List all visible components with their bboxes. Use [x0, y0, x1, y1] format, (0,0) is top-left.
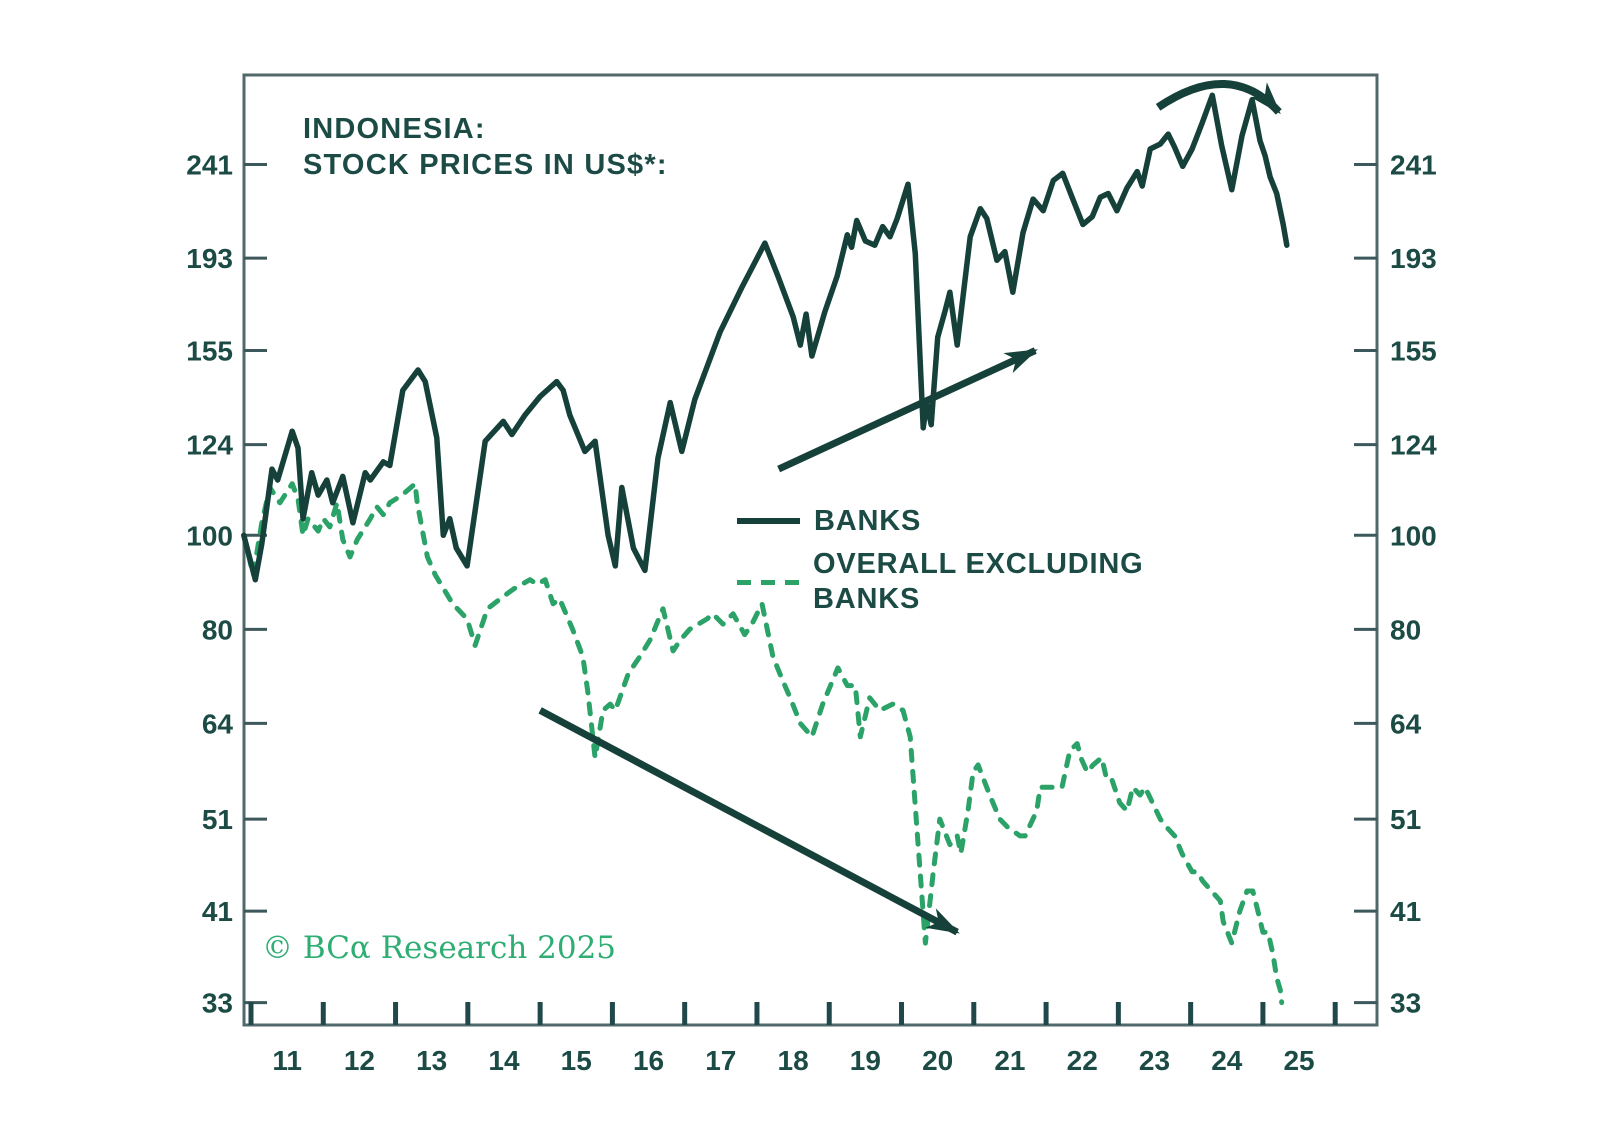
- banks-line: [241, 92, 1290, 583]
- banks-line-swatch: [737, 518, 800, 524]
- overall-line-swatch: [737, 579, 799, 585]
- x-axis-label: 24: [1211, 1045, 1243, 1076]
- legend-label-overall-line1: OVERALL EXCLUDING: [813, 548, 1144, 580]
- y-axis-label-right: 41: [1390, 896, 1421, 927]
- x-axis-label: 17: [705, 1045, 736, 1076]
- x-axis-label: 14: [488, 1045, 520, 1076]
- y-axis-label-left: 64: [202, 708, 234, 739]
- y-axis-label-left: 80: [202, 614, 233, 645]
- x-axis-label: 13: [416, 1045, 447, 1076]
- x-axis-label: 22: [1067, 1045, 1098, 1076]
- x-axis-label: 15: [561, 1045, 592, 1076]
- legend-label-overall-line2: BANKS: [813, 583, 921, 615]
- y-axis-label-right: 100: [1390, 520, 1437, 551]
- y-axis-label-right: 155: [1390, 336, 1437, 367]
- x-axis-label: 12: [344, 1045, 375, 1076]
- x-axis-label: 23: [1139, 1045, 1170, 1076]
- legend-item-overall: OVERALL EXCLUDING BANKS: [737, 547, 1143, 617]
- bca-research-watermark: © BCα Research 2025: [262, 930, 617, 966]
- legend-item-banks: BANKS: [737, 501, 1143, 541]
- x-axis-label: 19: [850, 1045, 881, 1076]
- plot-frame: [242, 73, 1379, 1027]
- legend-label-overall: OVERALL EXCLUDING BANKS: [813, 547, 1143, 617]
- chart-title: INDONESIA: STOCK PRICES IN US$*:: [303, 111, 668, 183]
- y-axis-label-left: 241: [186, 150, 233, 181]
- y-axis-label-left: 155: [186, 336, 233, 367]
- legend-label-banks: BANKS: [814, 504, 922, 537]
- y-axis-label-left: 100: [186, 520, 233, 551]
- y-axis-label-left: 41: [202, 896, 233, 927]
- chart-title-line2: STOCK PRICES IN US$*:: [303, 149, 668, 181]
- legend: BANKS OVERALL EXCLUDING BANKS: [737, 501, 1143, 617]
- y-axis-label-right: 51: [1390, 804, 1421, 835]
- overall-downtrend-arrow: [538, 707, 960, 936]
- y-axis-label-right: 241: [1390, 150, 1437, 181]
- x-axis-label: 21: [994, 1045, 1025, 1076]
- banks-rollover-arrow: [1155, 79, 1282, 115]
- chart-title-line1: INDONESIA:: [303, 113, 486, 145]
- x-axis-label: 16: [633, 1045, 664, 1076]
- x-axis-label: 18: [778, 1045, 809, 1076]
- x-axis-label: 11: [272, 1045, 302, 1076]
- banks-uptrend-arrow: [777, 347, 1038, 473]
- y-axis-label-right: 193: [1390, 243, 1437, 274]
- y-axis-label-right: 64: [1390, 708, 1422, 739]
- y-axis-label-left: 193: [186, 243, 233, 274]
- y-axis-label-right: 124: [1390, 430, 1437, 461]
- y-axis-label-left: 124: [186, 430, 233, 461]
- x-axis-label: 25: [1283, 1045, 1314, 1076]
- x-axis-label: 20: [922, 1045, 953, 1076]
- y-axis-label-left: 51: [202, 804, 233, 835]
- y-axis-label-right: 80: [1390, 614, 1421, 645]
- overall-ex-banks-line: [241, 481, 1285, 1006]
- y-axis-label-right: 33: [1390, 988, 1421, 1019]
- y-axis-label-left: 33: [202, 988, 233, 1019]
